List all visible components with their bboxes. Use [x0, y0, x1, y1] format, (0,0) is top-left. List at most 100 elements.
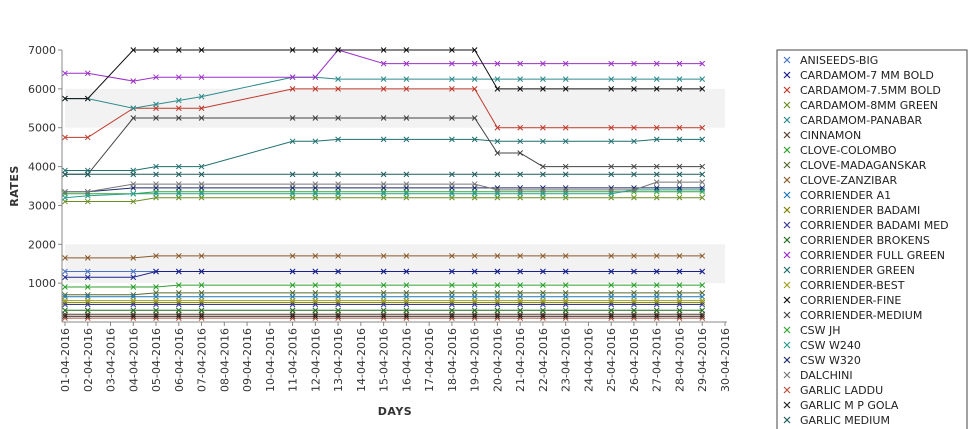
x-tick-label: 15-04-2016: [378, 328, 391, 392]
data-point: [335, 307, 341, 314]
data-point: [198, 190, 205, 197]
data-point: [130, 268, 137, 275]
data-point: [62, 274, 68, 281]
legend-label: CLOVE-ZANZIBAR: [800, 174, 897, 187]
series-dalchini: [62, 179, 706, 195]
data-point: [608, 163, 615, 170]
data-point: [517, 76, 524, 82]
legend-marker: [783, 311, 791, 319]
data-point: [153, 297, 159, 304]
data-point: [380, 313, 387, 320]
data-point: [403, 136, 410, 143]
data-point: [517, 297, 524, 304]
legend-marker: [783, 101, 791, 109]
legend-label: CORRIENDER BADAMI MED: [800, 219, 949, 232]
x-tick-label: 04-04-2016: [127, 328, 140, 392]
legend-label: CSW W320: [800, 354, 861, 367]
data-point: [699, 268, 706, 275]
data-point: [289, 86, 296, 92]
data-point: [676, 124, 683, 131]
data-point: [676, 136, 683, 143]
legend-label: CORRIENDER BROKENS: [800, 234, 930, 247]
legend-item: CINNAMON: [783, 129, 861, 142]
x-tick-label: 17-04-2016: [423, 328, 436, 392]
x-tick-label: 20-04-2016: [491, 328, 504, 392]
legend-item: GARLIC MEDIUM: [783, 414, 890, 427]
data-point: [335, 47, 341, 53]
data-point: [403, 86, 410, 92]
data-point: [562, 282, 569, 288]
legend-label: CORRIENDER BADAMI: [800, 204, 920, 217]
data-point: [517, 150, 524, 156]
series-line: [65, 197, 703, 202]
data-point: [335, 190, 341, 197]
data-point: [449, 47, 455, 53]
data-point: [517, 282, 524, 288]
data-point: [403, 268, 410, 275]
data-point: [62, 171, 68, 178]
data-point: [653, 185, 660, 191]
data-point: [699, 194, 706, 201]
data-point: [562, 307, 569, 314]
data-point: [312, 47, 319, 53]
series-line: [65, 271, 703, 278]
data-point: [517, 253, 524, 259]
data-point: [403, 76, 410, 82]
legend-marker: [783, 266, 791, 274]
data-point: [153, 284, 159, 290]
data-point: [175, 163, 182, 170]
x-tick-label: 06-04-2016: [173, 328, 186, 392]
data-point: [153, 190, 159, 197]
data-point: [494, 268, 501, 275]
data-point: [517, 313, 524, 320]
series-csw-w240: [62, 187, 706, 201]
legend-item: CORRIENDER-BEST: [783, 279, 905, 292]
legend-label: CARDAMOM-PANABAR: [800, 114, 923, 127]
data-point: [153, 253, 159, 259]
data-point: [84, 307, 91, 314]
y-tick-label: 5000: [28, 122, 56, 135]
data-point: [676, 163, 683, 170]
x-tick-label: 23-04-2016: [560, 328, 573, 392]
data-point: [699, 179, 706, 185]
data-point: [380, 47, 387, 53]
data-point: [449, 136, 455, 143]
legend-item: DALCHINI: [783, 369, 853, 382]
data-point: [517, 187, 524, 193]
grid-band: [65, 244, 725, 284]
data-point: [84, 255, 91, 261]
y-tick-label: 3000: [28, 199, 56, 212]
data-point: [130, 297, 137, 304]
data-point: [312, 268, 319, 275]
legend-label: GARLIC M P GOLA: [800, 399, 899, 412]
data-point: [175, 181, 182, 187]
data-point: [62, 297, 68, 304]
legend-item: CARDAMOM-8MM GREEN: [783, 99, 938, 112]
series-cardamom-7-mm-bold: [62, 268, 706, 281]
data-point: [289, 181, 296, 187]
data-point: [403, 190, 410, 197]
data-point: [540, 187, 546, 193]
series-corriender-medium: [62, 115, 706, 178]
legend-item: CORRIENDER BROKENS: [783, 234, 930, 247]
legend-marker: [783, 221, 791, 229]
data-point: [130, 115, 137, 121]
data-point: [335, 268, 341, 275]
data-point: [380, 171, 387, 178]
x-tick-label: 22-04-2016: [537, 328, 550, 392]
data-point: [153, 307, 159, 314]
series-corriender-best: [62, 297, 706, 304]
data-point: [517, 60, 524, 67]
data-point: [130, 284, 137, 290]
legend-item: CSW W320: [783, 354, 861, 367]
data-point: [540, 253, 546, 259]
data-point: [130, 78, 137, 84]
data-point: [653, 60, 660, 67]
data-point: [676, 194, 683, 201]
series-cardamom-panabar: [62, 74, 706, 112]
data-point: [62, 134, 68, 141]
data-point: [130, 274, 137, 281]
data-point: [517, 124, 524, 131]
data-point: [380, 268, 387, 275]
legend-item: CORRIENDER FULL GREEN: [783, 249, 945, 262]
